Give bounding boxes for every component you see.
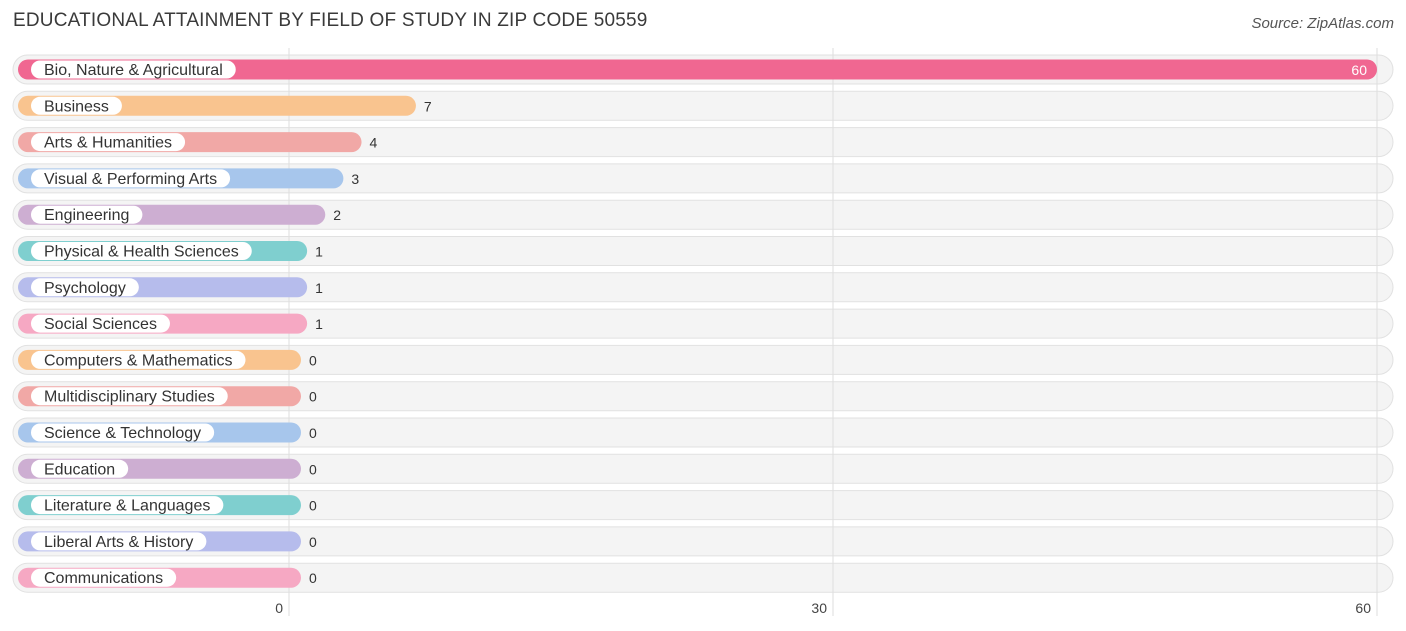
row-track xyxy=(12,562,1394,593)
category-label: Literature & Languages xyxy=(44,498,210,515)
category-label-group: Literature & Languages xyxy=(31,496,224,515)
category-label: Liberal Arts & History xyxy=(44,534,193,551)
category-label: Multidisciplinary Studies xyxy=(44,389,215,406)
row-track xyxy=(12,236,1394,266)
value-label: 4 xyxy=(370,135,378,151)
row-track xyxy=(12,453,1394,484)
value-label: 1 xyxy=(315,244,323,260)
label-pill xyxy=(31,350,246,369)
category-label-group: Physical & Health Sciences xyxy=(31,242,252,261)
row-track xyxy=(12,526,1394,557)
label-pill xyxy=(31,459,129,478)
row-track xyxy=(12,308,1394,339)
value-label: 0 xyxy=(309,425,317,441)
value-label: 0 xyxy=(309,461,317,477)
x-tick-label: 60 xyxy=(1355,600,1371,616)
row-track xyxy=(12,163,1394,194)
category-label-group: Arts & Humanities xyxy=(31,133,186,152)
label-pill xyxy=(31,314,170,333)
category-label: Business xyxy=(44,98,109,115)
label-pill xyxy=(31,205,143,224)
category-label-group: Communications xyxy=(31,568,177,587)
label-pill xyxy=(31,532,207,551)
category-label-group: Multidisciplinary Studies xyxy=(31,387,228,406)
chart-title: EDUCATIONAL ATTAINMENT BY FIELD OF STUDY… xyxy=(13,10,648,31)
x-tick-label: 30 xyxy=(811,600,827,616)
category-label: Computers & Mathematics xyxy=(44,352,233,369)
label-pill xyxy=(31,387,228,406)
category-label: Bio, Nature & Agricultural xyxy=(44,62,223,79)
label-pill xyxy=(31,242,252,260)
category-label: Arts & Humanities xyxy=(44,135,172,152)
source-label: Source: ZipAtlas.com xyxy=(1251,15,1394,32)
category-label: Communications xyxy=(44,570,163,587)
value-label: 0 xyxy=(309,498,317,514)
label-pill xyxy=(31,60,236,79)
row-track xyxy=(12,417,1394,448)
label-pill xyxy=(31,169,231,188)
row-track xyxy=(12,490,1394,521)
category-label-group: Education xyxy=(31,459,129,478)
label-pill xyxy=(31,278,139,297)
row-track xyxy=(12,272,1394,303)
row-track xyxy=(12,199,1394,230)
x-tick-label: 0 xyxy=(275,600,283,616)
value-label: 2 xyxy=(333,207,341,223)
label-pill xyxy=(31,568,177,587)
category-label-group: Engineering xyxy=(31,205,143,224)
value-label: 0 xyxy=(309,389,317,405)
category-label-group: Bio, Nature & Agricultural xyxy=(31,60,236,79)
value-label: 1 xyxy=(315,280,323,296)
category-label-group: Psychology xyxy=(31,278,139,297)
value-label: 0 xyxy=(309,352,317,368)
value-label: 0 xyxy=(309,534,317,550)
category-label: Engineering xyxy=(44,207,129,224)
category-label: Education xyxy=(44,461,115,478)
category-label: Social Sciences xyxy=(44,316,157,333)
category-label: Physical & Health Sciences xyxy=(44,244,239,261)
row-track xyxy=(12,344,1394,375)
label-pill xyxy=(31,496,224,515)
category-label: Psychology xyxy=(44,280,126,297)
category-label-group: Social Sciences xyxy=(31,314,170,333)
category-label-group: Science & Technology xyxy=(31,423,215,442)
category-label-group: Liberal Arts & History xyxy=(31,532,207,551)
row-track xyxy=(12,381,1394,412)
category-label-group: Business xyxy=(31,96,122,115)
bar xyxy=(18,59,1377,80)
value-label: 7 xyxy=(424,98,432,114)
value-label: 3 xyxy=(351,171,359,187)
value-label: 0 xyxy=(309,570,317,586)
label-pill xyxy=(31,133,186,152)
category-label: Visual & Performing Arts xyxy=(44,171,217,188)
category-label: Science & Technology xyxy=(44,425,201,442)
value-label: 60 xyxy=(1351,62,1367,78)
value-label: 1 xyxy=(315,316,323,332)
category-label-group: Visual & Performing Arts xyxy=(31,169,231,188)
category-label-group: Computers & Mathematics xyxy=(31,350,246,369)
label-pill xyxy=(31,96,122,115)
label-pill xyxy=(31,423,215,442)
